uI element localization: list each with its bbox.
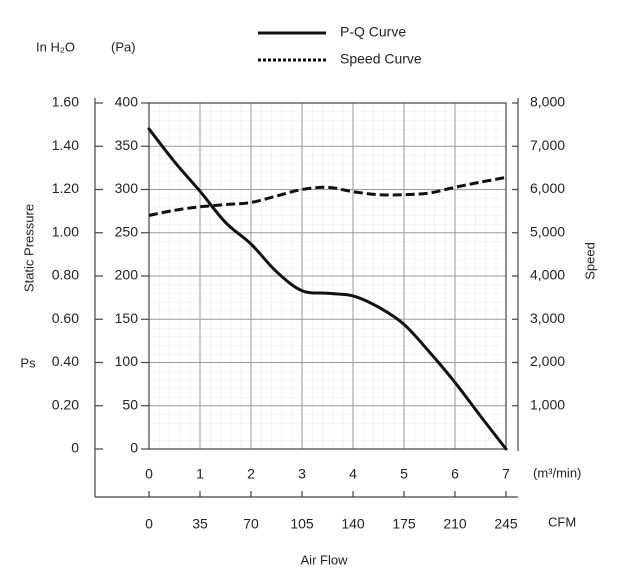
x-tick-label: 4 [349,466,357,482]
legend-pq-label: P-Q Curve [340,24,406,40]
x-tick-label: 6 [451,466,459,482]
pa-tick-label: 100 [115,353,139,369]
cfm-tick-label: 0 [145,516,153,532]
inh2o-tick-label: 1.40 [52,137,79,153]
inh2o-tick-label: 0.40 [52,353,79,369]
legend: P-Q Curve Speed Curve [258,24,422,67]
ps-label: Ps [20,355,36,370]
cfm-tick-label: 175 [392,516,416,532]
pa-tick-label: 0 [130,440,138,456]
x-tick-label: 5 [400,466,408,482]
cfm-tick-label: 245 [494,516,518,532]
x-tick-label: 7 [502,466,510,482]
speed-tick-label: 1,000 [530,396,565,412]
static-pressure-label: Static Pressure [21,204,36,292]
pa-unit-label: (Pa) [111,39,136,54]
inh2o-tick-label: 0.20 [52,396,79,412]
x-tick-label: 2 [247,466,255,482]
speed-axis-label: Speed [582,242,597,280]
cfm-tick-label: 70 [243,516,259,532]
inh2o-tick-label: 0.80 [52,267,79,283]
pa-tick-label: 300 [115,180,139,196]
legend-speed-label: Speed Curve [340,51,422,67]
x-tick-label: 3 [298,466,306,482]
inh2o-tick-label: 1.20 [52,180,79,196]
speed-tick-label: 8,000 [530,94,565,110]
x-tick-label: 1 [196,466,204,482]
speed-tick-label: 6,000 [530,180,565,196]
cfm-unit-label: CFM [548,514,576,529]
inh2o-tick-label: 1.60 [52,94,79,110]
pa-tick-label: 200 [115,267,139,283]
speed-tick-label: 7,000 [530,137,565,153]
speed-tick-label: 4,000 [530,267,565,283]
axis-ticks: 00.200.400.600.801.001.201.401.600501001… [52,94,565,532]
inh2o-unit-label: In H₂O [36,39,75,54]
pa-tick-label: 250 [115,223,139,239]
speed-tick-label: 5,000 [530,223,565,239]
cfm-tick-label: 35 [192,516,208,532]
speed-tick-label: 2,000 [530,353,565,369]
pq-curve-line [147,127,508,451]
cfm-tick-label: 105 [290,516,314,532]
pa-tick-label: 150 [115,310,139,326]
inh2o-tick-label: 1.00 [52,223,79,239]
inh2o-tick-label: 0 [71,440,79,456]
x-tick-label: 0 [145,466,153,482]
air-flow-label: Air Flow [301,552,349,567]
speed-curve-line [148,175,507,217]
series-layer [147,127,508,451]
cfm-tick-label: 140 [341,516,365,532]
cfm-tick-label: 210 [443,516,467,532]
speed-tick-label: 3,000 [530,310,565,326]
pa-tick-label: 50 [122,396,138,412]
pa-tick-label: 350 [115,137,139,153]
pa-tick-label: 400 [115,94,139,110]
inh2o-tick-label: 0.60 [52,310,79,326]
m3min-unit-label: (m³/min) [533,465,581,480]
